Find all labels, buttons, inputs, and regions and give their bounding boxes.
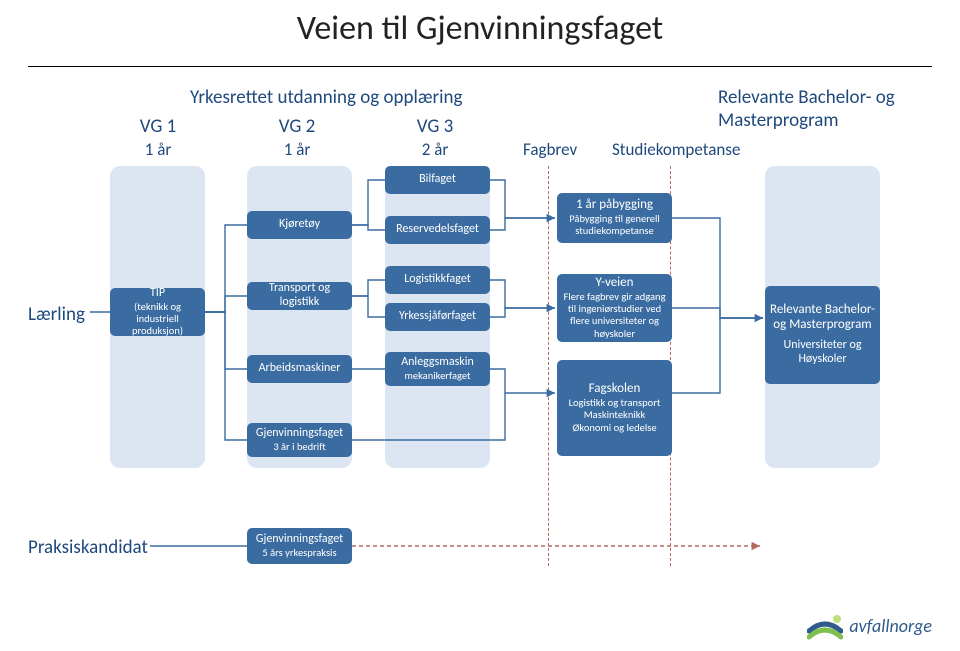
box-anleggsmaskin-sub: mekanikerfaget bbox=[404, 370, 470, 382]
box-logistikk: Logistikkfaget bbox=[385, 266, 490, 294]
col-vg3: VG 3 bbox=[390, 115, 480, 138]
label-praksis: Praksiskandidat bbox=[28, 536, 148, 559]
box-fagskolen: Fagskolen Logistikk og transport Maskint… bbox=[557, 360, 672, 456]
box-yveien: Y-veien Flere fagbrev gir adgang til ing… bbox=[557, 274, 672, 342]
page-title: Veien til Gjenvinningsfaget bbox=[0, 8, 960, 49]
title-underline bbox=[28, 66, 932, 67]
box-anleggsmaskin: Anleggsmaskin mekanikerfaget bbox=[385, 352, 490, 386]
box-anleggsmaskin-main: Anleggsmaskin bbox=[401, 356, 474, 370]
box-fagskolen-sub2: Maskinteknikk bbox=[584, 409, 646, 421]
logo: avfallnorge bbox=[807, 611, 932, 641]
box-arbeidsmaskiner: Arbeidsmaskiner bbox=[247, 355, 352, 383]
box-gjenvinning-main: Gjenvinningsfaget bbox=[256, 427, 343, 441]
box-praksis-sub: 5 års yrkespraksis bbox=[262, 547, 336, 559]
header-bachmaster: Relevante Bachelor- og Masterprogram bbox=[718, 86, 903, 132]
box-fagskolen-main: Fagskolen bbox=[589, 382, 641, 397]
box-reservedels: Reservedelsfaget bbox=[385, 216, 490, 244]
box-bilfaget: Bilfaget bbox=[385, 166, 490, 194]
header-yrk: Yrkesrettet utdanning og opplæring bbox=[190, 86, 462, 109]
box-praksis-main: Gjenvinningsfaget bbox=[256, 533, 343, 547]
label-studiekomp: Studiekompetanse bbox=[612, 139, 740, 160]
col-vg1-sub: 1 år bbox=[113, 139, 203, 160]
box-bachmaster-sub: Universiteter og Høyskoler bbox=[769, 339, 876, 367]
col-vg2: VG 2 bbox=[252, 115, 342, 138]
box-pabygging-sub: Påbygging til generell studiekompetanse bbox=[561, 213, 668, 237]
logo-icon bbox=[807, 611, 843, 641]
box-transport: Transport og logistikk bbox=[247, 282, 352, 310]
col-vg2-sub: 1 år bbox=[252, 139, 342, 160]
box-yveien-main: Y-veien bbox=[596, 276, 634, 291]
box-bachmaster-main: Relevante Bachelor- og Masterprogram bbox=[769, 303, 876, 333]
label-laerling: Lærling bbox=[28, 303, 85, 326]
box-yrkessjafor: Yrkessjåførfaget bbox=[385, 303, 490, 331]
box-praksis: Gjenvinningsfaget 5 års yrkespraksis bbox=[247, 528, 352, 564]
box-gjenvinning-sub: 3 år i bedrift bbox=[273, 441, 325, 453]
box-gjenvinning: Gjenvinningsfaget 3 år i bedrift bbox=[247, 423, 352, 457]
box-yveien-sub: Flere fagbrev gir adgang til ingeniørstu… bbox=[561, 291, 668, 339]
box-tip-main: TIP bbox=[150, 287, 165, 301]
box-fagskolen-sub3: Økonomi og ledelse bbox=[572, 422, 656, 434]
box-tip-sub: (teknikk og industriell produksjon) bbox=[114, 301, 201, 337]
logo-text: avfallnorge bbox=[849, 615, 932, 637]
box-pabygging-main: 1 år påbygging bbox=[576, 198, 653, 213]
col-vg1: VG 1 bbox=[113, 115, 203, 138]
dashed-fagbrev bbox=[548, 166, 549, 566]
label-fagbrev: Fagbrev bbox=[523, 139, 577, 160]
box-pabygging: 1 år påbygging Påbygging til generell st… bbox=[557, 193, 672, 243]
box-tip: TIP (teknikk og industriell produksjon) bbox=[110, 288, 205, 336]
header-bachmaster-text: Relevante Bachelor- og Masterprogram bbox=[718, 86, 895, 132]
box-kjoretoy: Kjøretøy bbox=[247, 211, 352, 239]
col-vg3-sub: 2 år bbox=[390, 139, 480, 160]
box-bachmaster: Relevante Bachelor- og Masterprogram Uni… bbox=[765, 286, 880, 384]
